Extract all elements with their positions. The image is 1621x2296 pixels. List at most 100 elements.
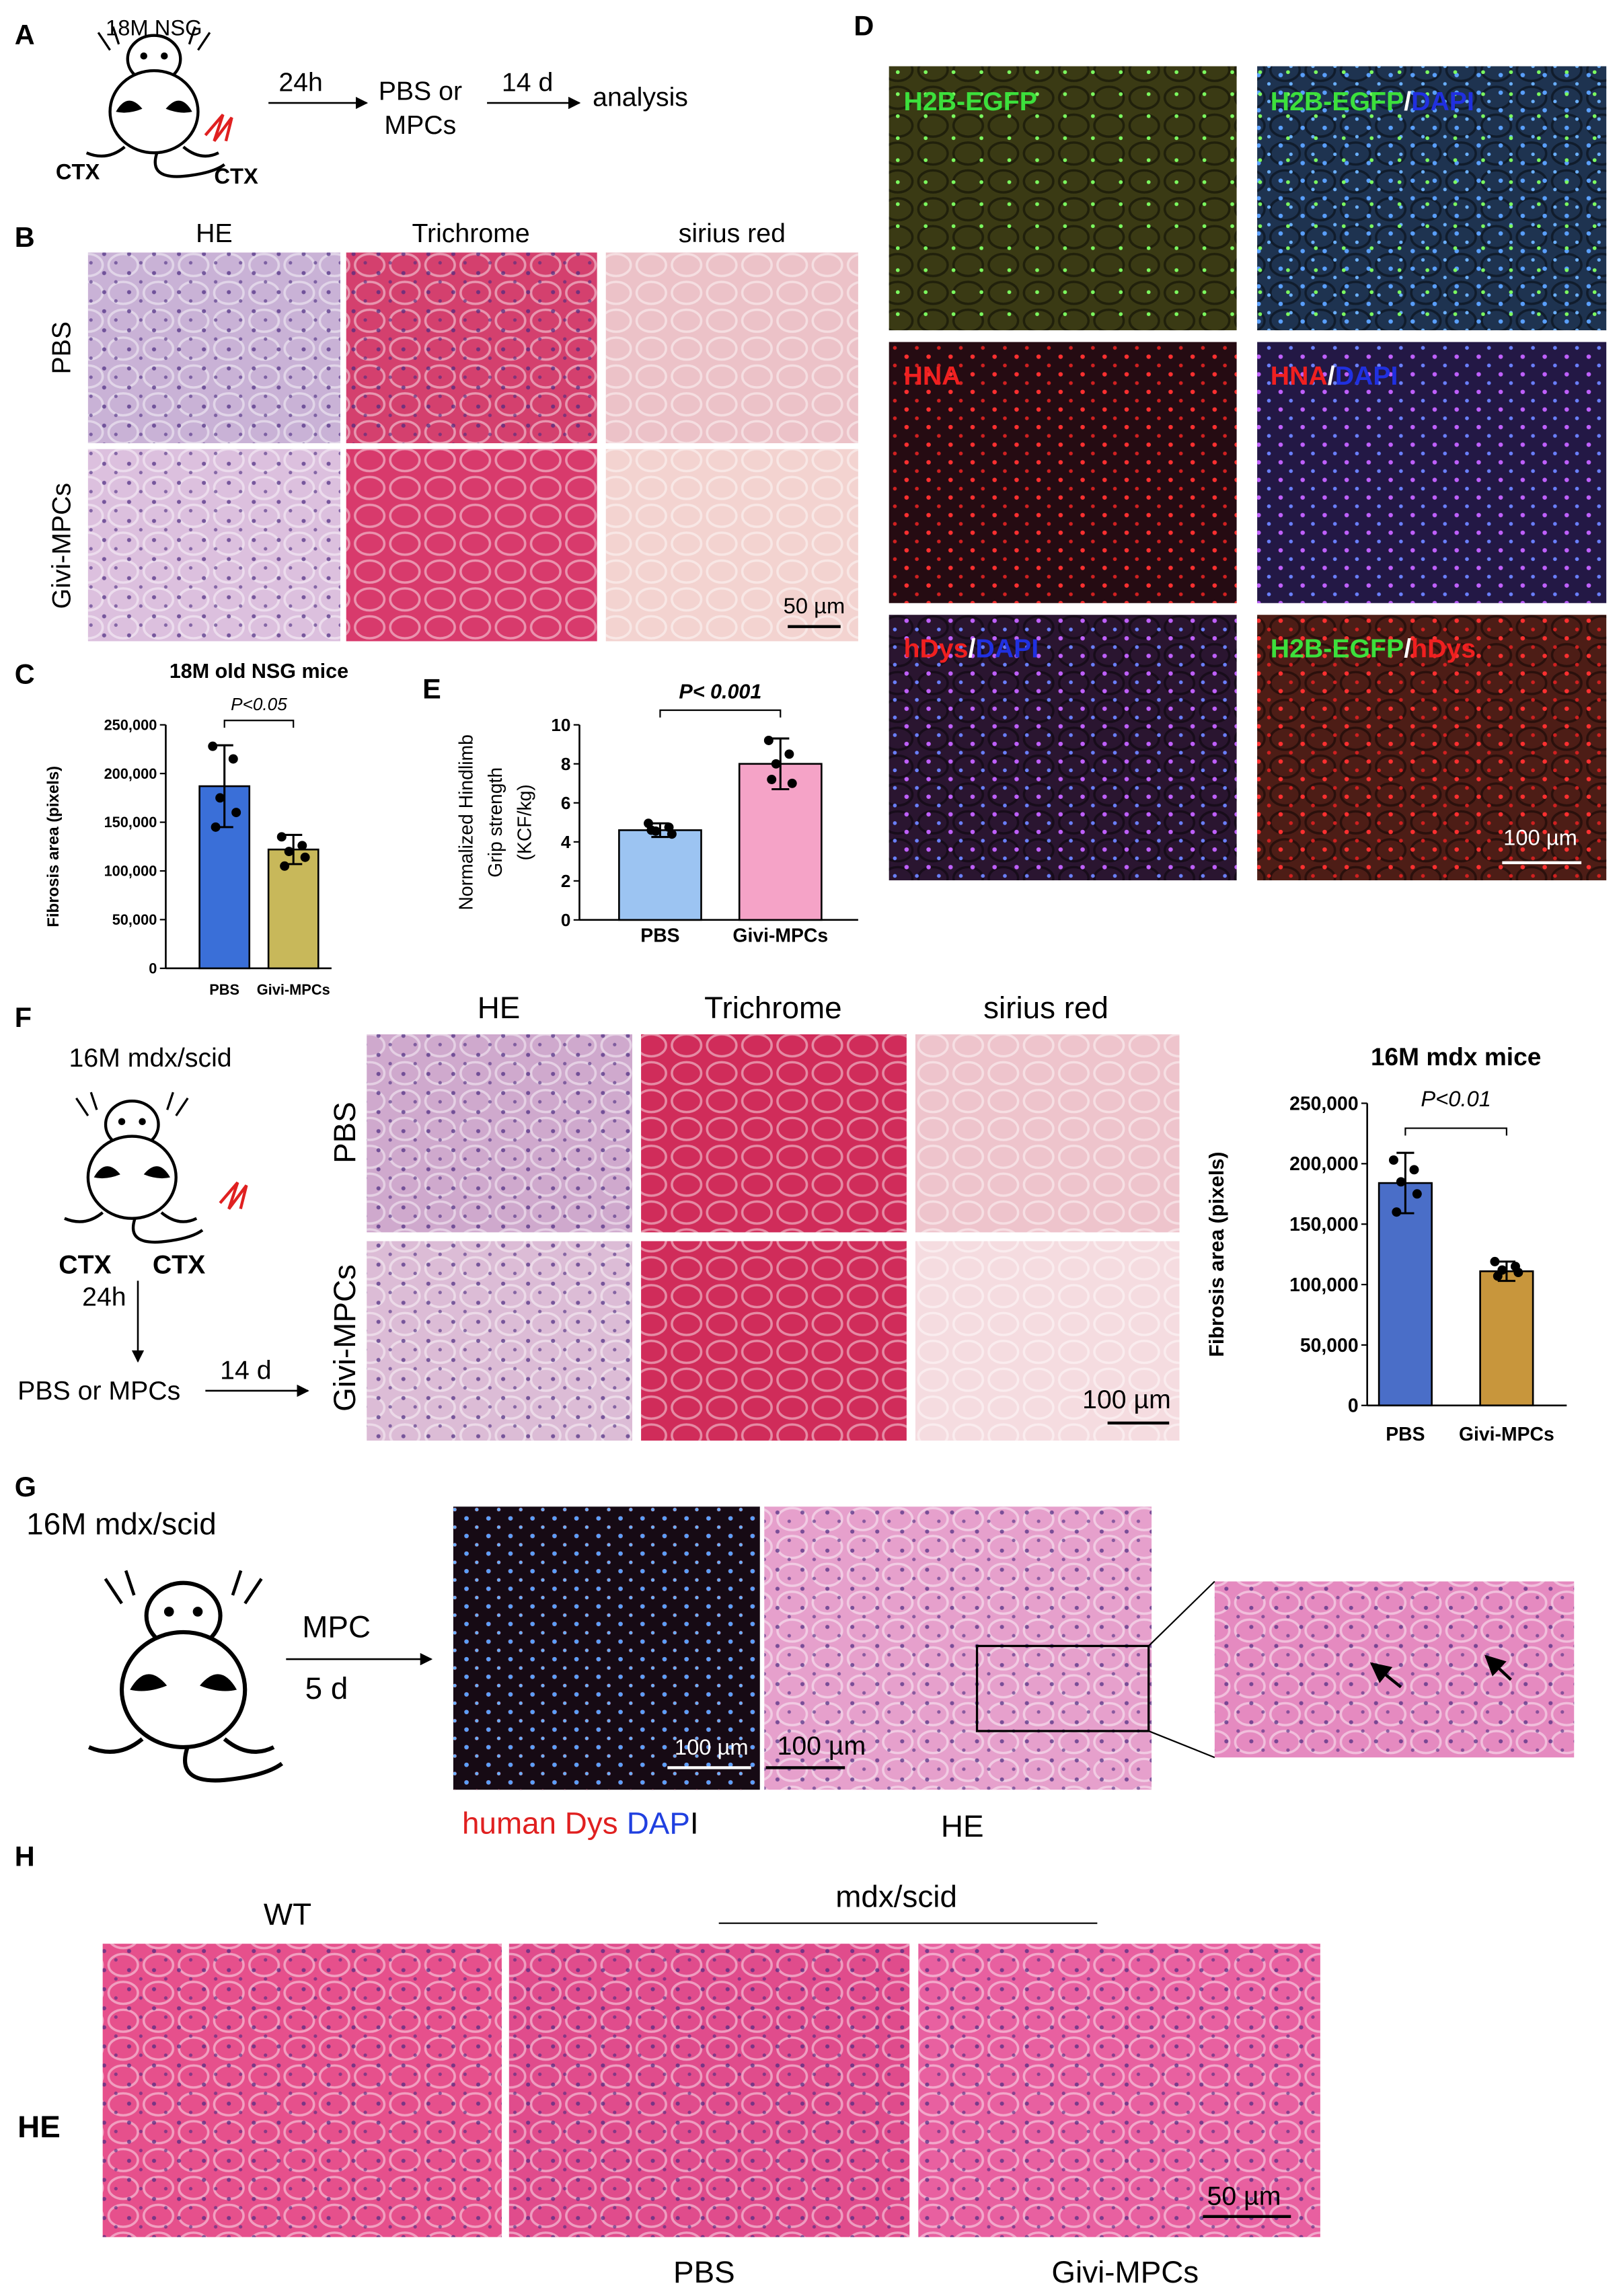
ctx-label: CTX [59,1250,112,1279]
bar [1378,1182,1433,1407]
y-tick-label: 50,000 [112,911,157,928]
panel-label: D [854,10,874,42]
chart-title: 18M old NSG mice [169,660,348,683]
stain: H2B-EGFP [903,87,1036,116]
separator: / [1328,361,1335,391]
data-point [228,754,238,764]
y-tick-label: 4 [561,832,571,852]
column-label: Trichrome [412,219,529,248]
column-label: PBS [673,2255,735,2289]
image-label: HNA [903,361,960,391]
texture [87,449,340,642]
ctx-label: CTX [56,159,100,184]
data-point [771,759,781,769]
data-point [1513,1268,1523,1278]
column-label: sirius red [679,219,786,248]
stain: hDys [1411,634,1476,663]
y-axis-label: Fibrosis area (pixels) [44,766,63,927]
scale-label: 100 µm [1503,825,1577,850]
panel-label: G [15,1471,36,1502]
annotation: P< 0.001 [679,681,761,703]
scale-label: 100 µm [675,1734,749,1759]
scale-label: 100 µm [778,1731,866,1761]
stain: hDys [903,634,968,663]
texture [918,1944,1320,2237]
stain: I [690,1806,699,1841]
y-tick-label: 6 [561,793,571,813]
treatment-label: MPCs [384,110,456,140]
data-point [215,793,225,803]
texture [889,342,1237,603]
data-point [280,861,290,871]
micrographs [87,66,1607,2237]
time-label: 14 d [220,1356,271,1385]
data-point [1409,1165,1419,1175]
data-point [787,778,797,788]
texture [641,1034,907,1233]
y-tick-label: 50,000 [1300,1335,1359,1356]
row-label: HE [17,2110,61,2144]
separator: / [1404,87,1411,116]
data-point [784,749,794,759]
column-label: WT [264,1897,311,1931]
x-tick-label: PBS [1386,1424,1425,1445]
texture [605,252,858,444]
time-label: 24h [82,1282,126,1311]
mouse-icon [65,1092,202,1242]
texture [1257,342,1607,603]
arrow [1484,1654,1512,1681]
y-tick-label: 200,000 [1289,1153,1358,1175]
texture [1214,1581,1575,1758]
y-axis-label: Normalized Hindlimb [455,734,477,910]
scale-label: 50 µm [784,593,845,618]
injection-mark [219,1181,248,1210]
panel-label: A [15,19,35,50]
annotation: P<0.05 [231,694,287,714]
ctx-label: CTX [214,163,258,188]
mouse-label: 16M mdx/scid [26,1507,217,1541]
column-label: Trichrome [704,991,841,1025]
x-tick-label: PBS [640,925,679,947]
y-tick-label: 0 [561,910,571,930]
stain: DAPI [1335,361,1398,391]
y-tick-label: 2 [561,871,571,891]
column-label: sirius red [983,991,1108,1025]
injection-mark [204,114,233,143]
stain: HNA [1271,361,1328,391]
data-point [211,822,221,832]
x-tick-label: Givi-MPCs [257,981,330,998]
texture [367,1241,633,1441]
row-label: PBS [47,321,77,375]
arrow [1369,1662,1402,1689]
stain: DAPI [975,634,1039,663]
significance-bracket [659,709,782,718]
stain: H2B-EGFP [1271,87,1404,116]
overlays: 100 µm 100 µm 50 µm [667,1421,1512,2219]
panel-label: B [15,221,35,253]
texture [1257,66,1607,331]
y-tick-label: 200,000 [104,765,157,782]
ctx-label: CTX [153,1250,205,1279]
column-label: Givi-MPCs [1051,2255,1199,2289]
texture [889,66,1237,331]
data-point [767,775,777,784]
mouse-icon [87,27,225,177]
zoom-line [1147,1580,1215,1647]
data-point [208,741,218,751]
texture [87,252,340,444]
data-point [1493,1271,1503,1281]
stain-legend: human Dys DAPI [462,1806,699,1841]
row-label: Givi-MPCs [47,483,77,609]
x-tick-label: PBS [209,981,239,998]
y-tick-label: 250,000 [1289,1093,1358,1114]
time-label: 14 d [502,68,553,98]
scale-label: 100 µm [1082,1385,1171,1414]
data-point [1490,1256,1500,1266]
data-point [297,841,307,851]
treatment-label: PBS or [379,77,462,106]
significance-bracket [1404,1127,1507,1136]
texture [453,1506,760,1790]
y-tick-label: 8 [561,754,571,774]
bar [267,848,319,970]
